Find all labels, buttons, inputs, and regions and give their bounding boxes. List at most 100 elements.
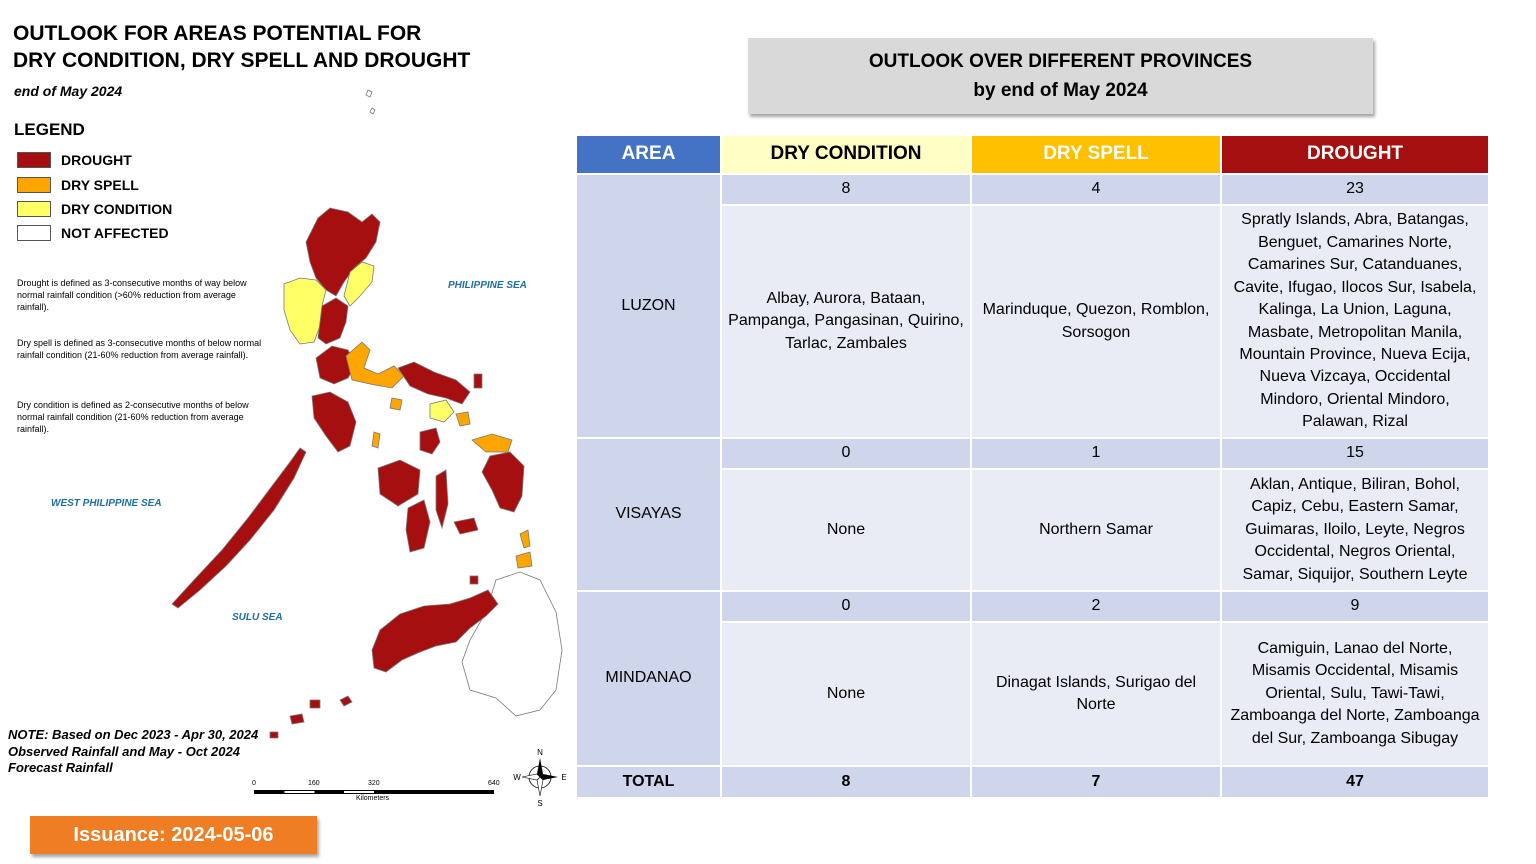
compass-w: W [513, 773, 521, 782]
header-dry-spell: DRY SPELL [970, 134, 1222, 175]
count-dry-spell: 4 [970, 173, 1222, 206]
map-note-line3: Forecast Rainfall [8, 760, 113, 775]
scale-bar-graphic [254, 790, 494, 794]
map-region-bicol-drought [397, 361, 471, 405]
count-dry-condition: 8 [720, 173, 972, 206]
map-region-batanes [365, 89, 376, 115]
list-drought: Spratly Islands, Abra, Batangas, Benguet… [1220, 204, 1490, 439]
table-row: LUZON 8 4 23 [575, 173, 1490, 439]
total-dry-spell: 7 [970, 765, 1222, 799]
list-drought: Aklan, Antique, Biliran, Bohol, Capiz, C… [1220, 468, 1490, 592]
legend-label-dry-spell: DRY SPELL [61, 177, 139, 193]
count-drought: 9 [1220, 590, 1490, 623]
map-region-palawan-drought [171, 447, 307, 609]
legend-label-dry-condition: DRY CONDITION [61, 201, 173, 217]
total-drought: 47 [1220, 765, 1490, 799]
definition-dry-spell: Dry spell is defined as 3-consecutive mo… [17, 338, 262, 360]
map-region-north-luzon-drought [305, 207, 381, 297]
list-dry-condition: Albay, Aurora, Bataan, Pampanga, Pangasi… [720, 204, 972, 439]
scale-bar: 0 160 320 640 Kilometers [252, 780, 500, 802]
map-region-negros-drought [405, 499, 431, 553]
count-dry-spell: 1 [970, 437, 1222, 470]
list-dry-condition: None [720, 468, 972, 592]
legend-label-drought: DROUGHT [61, 152, 132, 168]
table-total-row: TOTAL 8 7 47 [575, 765, 1490, 799]
map-region-cagayan-dry-condition [343, 261, 375, 307]
map-subtitle: end of May 2024 [14, 83, 123, 99]
scale-tick-160: 160 [308, 780, 320, 787]
map-note-line2: Observed Rainfall and May - Oct 2024 [8, 743, 240, 759]
map-region-quezon-dry-spell [345, 341, 405, 389]
map-region-surigao-dry-spell [515, 529, 533, 569]
map-region-marinduque-dry-spell [371, 397, 403, 449]
header-dry-condition: DRY CONDITION [720, 134, 972, 175]
list-dry-condition: None [720, 621, 972, 767]
legend-swatch-drought [17, 152, 51, 168]
area-cell-luzon: LUZON [575, 173, 722, 439]
map-region-catanduanes-drought [473, 373, 483, 389]
count-drought: 23 [1220, 173, 1490, 206]
definition-drought: Drought is defined as 3-consecutive mont… [17, 278, 247, 312]
map-region-mindoro-drought [311, 391, 357, 453]
scale-tick-320: 320 [368, 780, 380, 787]
map-title: OUTLOOK FOR AREAS POTENTIAL FOR DRY COND… [13, 20, 470, 74]
list-dry-spell: Marinduque, Quezon, Romblon, Sorsogon [970, 204, 1222, 439]
legend-swatch-dry-condition [17, 201, 51, 217]
map-region-east-mindanao-not-affected [461, 571, 563, 717]
outlook-title-box: OUTLOOK OVER DIFFERENT PROVINCES by end … [748, 38, 1373, 114]
legend-item-not-affected: NOT AFFECTED [17, 224, 169, 242]
map-region-sorsogon-dry-spell [455, 411, 471, 427]
table-row: None Dinagat Islands, Surigao del Norte … [576, 621, 1490, 767]
map-region-albay-dry-condition [429, 399, 455, 423]
outlook-title-line1: OUTLOOK OVER DIFFERENT PROVINCES [868, 51, 1253, 72]
map-title-line1: OUTLOOK FOR AREAS POTENTIAL FOR [13, 22, 422, 45]
count-drought: 15 [1220, 437, 1490, 470]
list-drought: Camiguin, Lanao del Norte, Misamis Occid… [1220, 621, 1490, 767]
map-region-west-mindanao-drought [371, 589, 499, 673]
scale-tick-640: 640 [488, 780, 500, 787]
label-philippine-sea: PHILIPPINE SEA [448, 280, 527, 291]
total-label: TOTAL [575, 765, 722, 799]
header-area: AREA [575, 134, 722, 175]
issuance-badge: Issuance: 2024-05-06 [30, 816, 317, 854]
legend-swatch-not-affected [17, 225, 51, 241]
scale-tick-0: 0 [252, 780, 256, 787]
map-region-cebu-bohol-drought [435, 469, 479, 535]
count-dry-spell: 2 [970, 590, 1222, 623]
legend-label-not-affected: NOT AFFECTED [61, 225, 169, 241]
count-dry-condition: 0 [720, 590, 972, 623]
table-row: MINDANAO 0 2 9 [575, 590, 1490, 767]
list-dry-spell: Dinagat Islands, Surigao del Norte [970, 621, 1222, 767]
map-region-camiguin-drought [469, 575, 479, 585]
table-header-row: AREA DRY CONDITION DRY SPELL DROUGHT [575, 134, 1490, 175]
total-dry-condition: 8 [720, 765, 972, 799]
map-region-masbate-drought [419, 427, 441, 455]
compass-e: E [561, 773, 566, 782]
list-dry-spell: Northern Samar [970, 468, 1222, 592]
compass-n: N [537, 748, 543, 757]
label-west-philippine-sea: WEST PHILIPPINE SEA [51, 498, 162, 509]
compass-rose-icon: N S W E [513, 748, 566, 808]
table-row: VISAYAS 0 1 15 [575, 437, 1490, 592]
table-row: Albay, Aurora, Bataan, Pampanga, Pangasi… [576, 204, 1490, 439]
map-note: NOTE: Based on Dec 2023 - Apr 30, 2024 O… [8, 727, 258, 777]
outlook-title-line2: by end of May 2024 [973, 80, 1148, 101]
map-region-central-luzon-drought [317, 297, 349, 345]
outlook-table: AREA DRY CONDITION DRY SPELL DROUGHT LUZ… [575, 134, 1490, 799]
legend-title: LEGEND [14, 120, 85, 139]
map-title-line2: DRY CONDITION, DRY SPELL AND DROUGHT [13, 49, 471, 72]
map-region-northern-samar-dry-spell [471, 433, 513, 453]
table-row: None Northern Samar Aklan, Antique, Bili… [576, 468, 1490, 592]
scale-unit: Kilometers [356, 795, 390, 802]
philippines-map [171, 89, 563, 739]
map-region-sulu-drought [269, 695, 353, 739]
compass-s: S [537, 799, 542, 808]
map-region-panay-drought [377, 459, 421, 507]
area-cell-mindanao: MINDANAO [575, 590, 722, 767]
definition-dry-condition: Dry condition is defined as 2-consecutiv… [17, 400, 249, 434]
map-region-samar-leyte-drought [481, 451, 525, 513]
legend-swatch-dry-spell [17, 177, 51, 193]
map-note-line1: NOTE: Based on Dec 2023 - Apr 30, 2024 [8, 727, 259, 742]
header-drought: DROUGHT [1220, 134, 1490, 175]
legend-item-dry-condition: DRY CONDITION [17, 200, 172, 218]
